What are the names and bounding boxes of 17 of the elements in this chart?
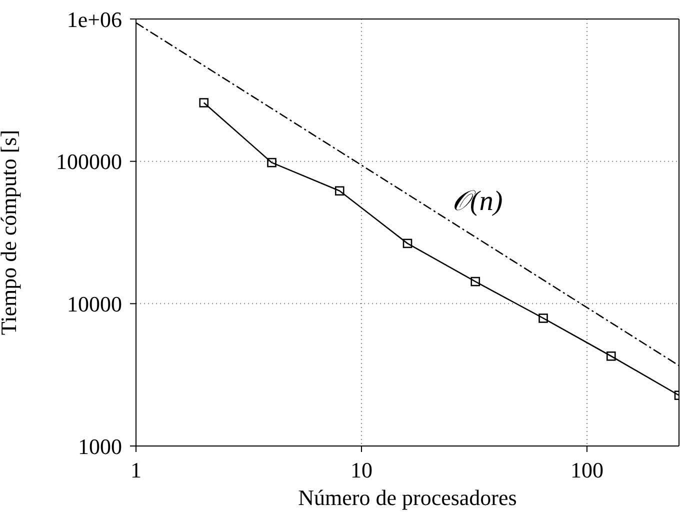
- y-axis-title: Tiempo de cómputo [s]: [0, 130, 21, 336]
- x-tick-label: 100: [570, 458, 604, 483]
- point: [470, 276, 480, 286]
- x-tick-label: 1: [130, 458, 142, 483]
- y-tick-label: 1000: [78, 434, 122, 459]
- y-tick-label: 1e+06: [66, 6, 122, 32]
- point: [538, 314, 548, 323]
- point: [606, 351, 616, 361]
- y-tick-label: 10000: [67, 291, 122, 316]
- point: [267, 158, 276, 168]
- point: [334, 186, 344, 196]
- point: [402, 238, 412, 248]
- y-tick-label: 100000: [56, 149, 122, 174]
- x-axis-title: Número de procesadores: [298, 485, 517, 510]
- point: [199, 98, 209, 108]
- x-tick-label: 10: [350, 458, 372, 483]
- annotation: 𝒪(n): [452, 186, 503, 218]
